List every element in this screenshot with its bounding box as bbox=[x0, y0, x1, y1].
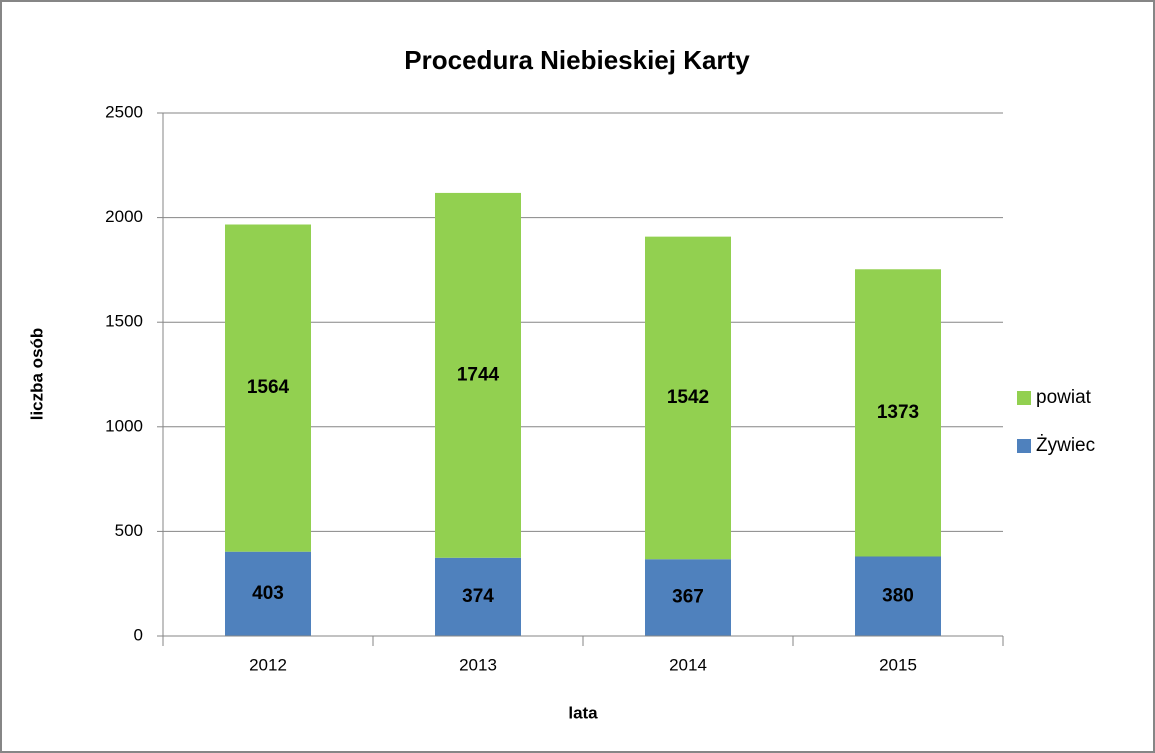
data-label: 1542 bbox=[667, 387, 709, 408]
legend-label: Żywiec bbox=[1036, 435, 1095, 456]
bar-segment bbox=[225, 224, 311, 552]
bar-segment bbox=[855, 556, 941, 636]
x-tick-label: 2014 bbox=[669, 655, 707, 674]
data-label: 1373 bbox=[877, 402, 919, 423]
data-label: 367 bbox=[672, 587, 704, 608]
legend-label: powiat bbox=[1036, 387, 1092, 408]
x-tick-label: 2013 bbox=[459, 655, 497, 674]
y-tick-label: 1000 bbox=[105, 416, 143, 435]
data-label: 380 bbox=[882, 585, 914, 606]
y-tick-label: 1500 bbox=[105, 312, 143, 331]
bar-segment bbox=[435, 192, 521, 558]
x-axis-label: lata bbox=[568, 703, 598, 722]
x-tick-label: 2015 bbox=[879, 655, 917, 674]
x-tick-label: 2012 bbox=[249, 655, 287, 674]
bar-segment bbox=[645, 559, 731, 636]
legend-swatch bbox=[1017, 439, 1031, 453]
data-label: 1564 bbox=[247, 377, 290, 398]
data-label: 403 bbox=[252, 583, 284, 604]
chart-title: Procedura Niebieskiej Karty bbox=[404, 45, 750, 75]
y-tick-label: 2500 bbox=[105, 102, 143, 121]
y-axis-label: liczba osób bbox=[27, 328, 46, 421]
data-label: 1744 bbox=[457, 364, 500, 385]
legend-swatch bbox=[1017, 391, 1031, 405]
bar-segment bbox=[225, 551, 311, 636]
data-label: 374 bbox=[462, 586, 494, 607]
y-tick-label: 2000 bbox=[105, 207, 143, 226]
bar-segment bbox=[855, 269, 941, 557]
y-tick-label: 0 bbox=[134, 625, 143, 644]
y-tick-label: 500 bbox=[115, 521, 143, 540]
bar-segment bbox=[645, 236, 731, 560]
bar-segment bbox=[435, 557, 521, 636]
